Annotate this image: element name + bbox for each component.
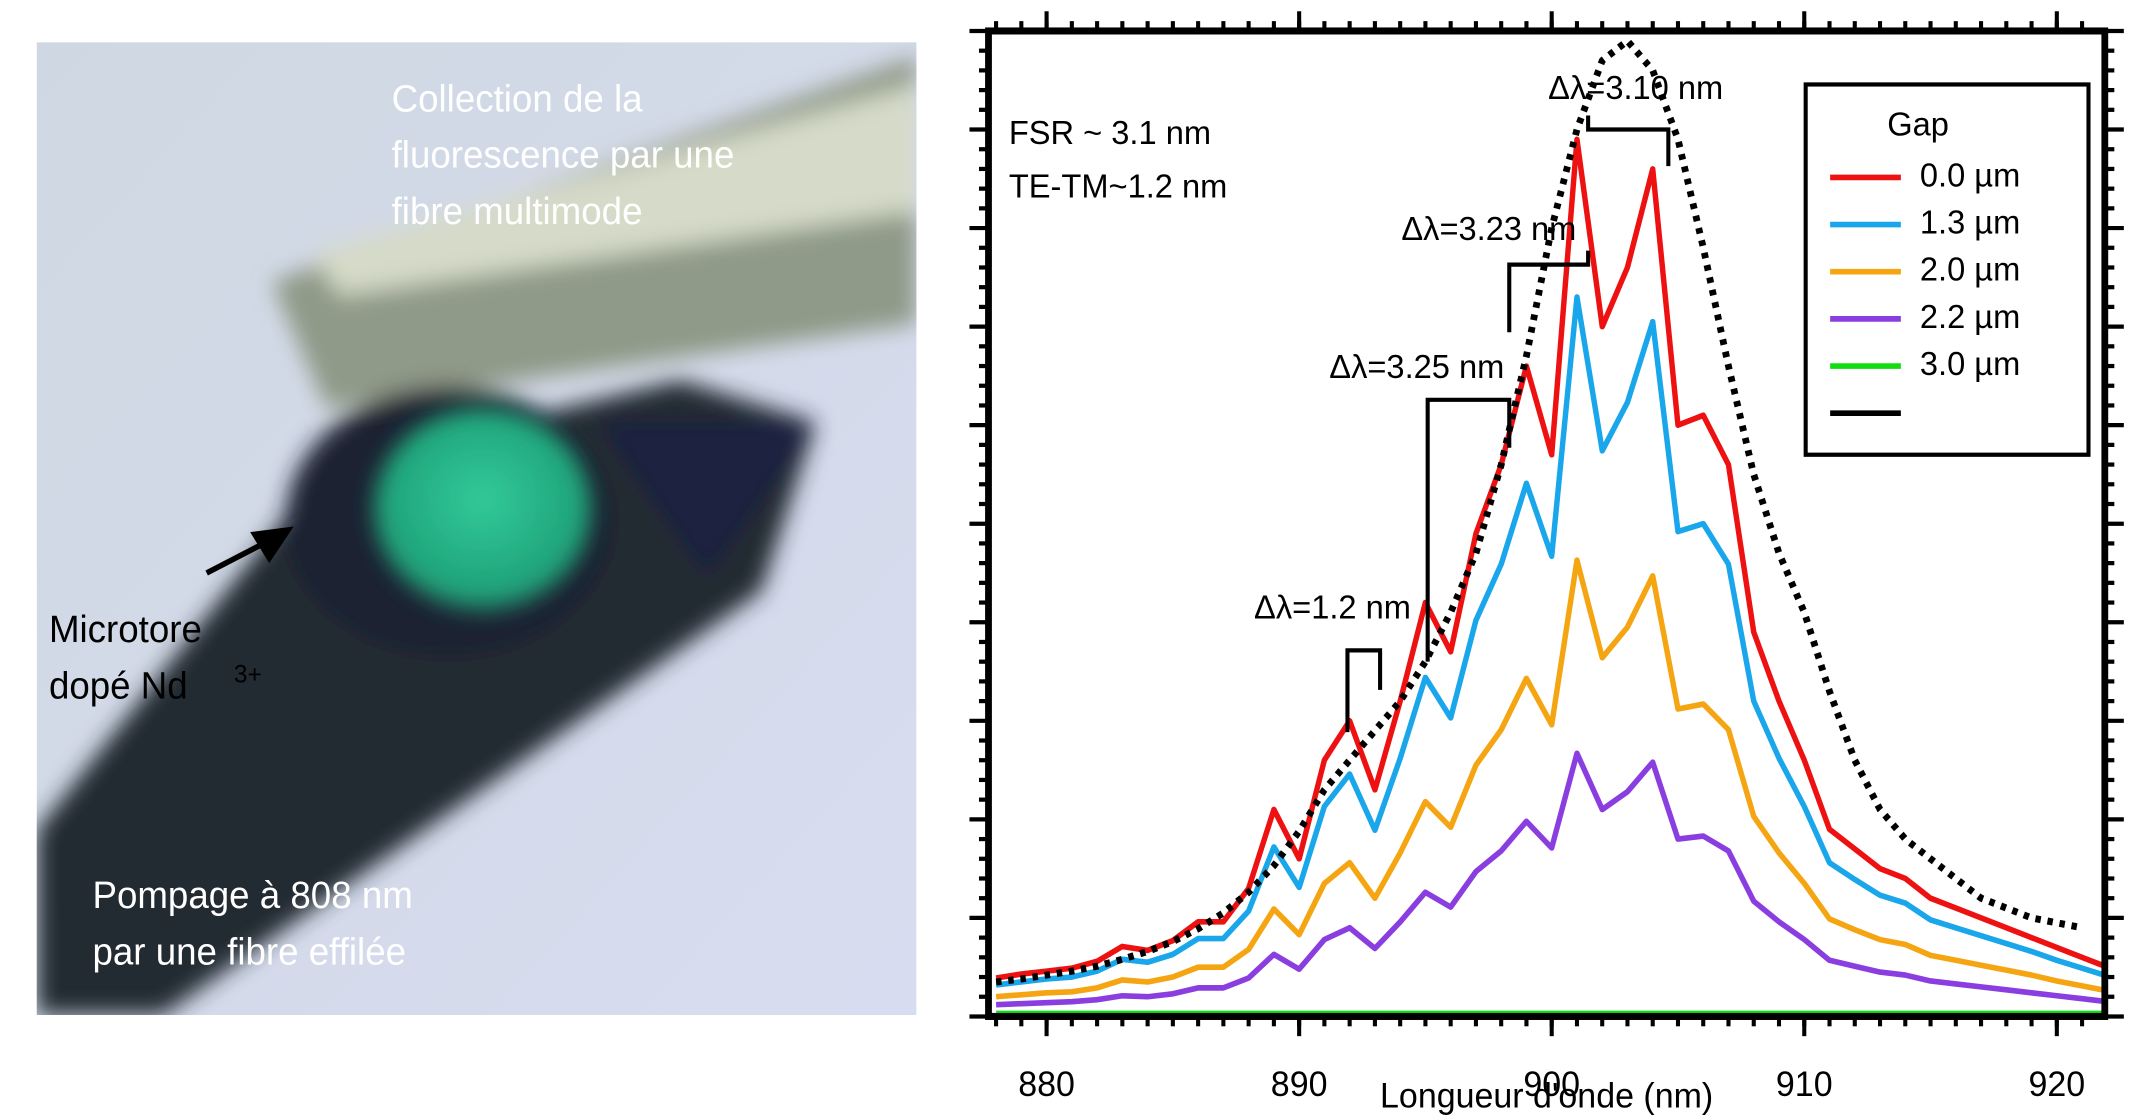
side-label: dopé Nd [49, 664, 188, 707]
annotation: Δλ=3.23 nm [1401, 210, 1576, 248]
x-axis-label: Longueur d'onde (nm) [1380, 1077, 1713, 1115]
photo-label: fluorescence par une [392, 133, 735, 176]
photo-label: Collection de la [392, 77, 643, 120]
legend-label: 0.0 µm [1920, 157, 2020, 195]
series-line [996, 750, 2108, 1008]
bracket [1345, 648, 1383, 733]
x-tick-label: 880 [1018, 1066, 1075, 1105]
photo-label: fibre multimode [392, 189, 643, 232]
legend-label: 1.3 µm [1920, 204, 2020, 242]
annotation: Δλ=3.25 nm [1329, 348, 1504, 386]
superscript: 3+ [234, 660, 262, 688]
photo-label: Pompage à 808 nm [92, 874, 412, 917]
series-line [995, 136, 2109, 981]
x-tick-label: 920 [2028, 1066, 2085, 1105]
bracket [1586, 115, 1671, 167]
annotation: TE-TM~1.2 nm [1009, 168, 1227, 206]
legend-title: Gap [1887, 106, 1949, 144]
x-tick-label: 890 [1271, 1066, 1328, 1105]
plot-frame [985, 27, 2109, 1020]
legend-label: 3.0 µm [1920, 345, 2020, 383]
annotation: FSR ~ 3.1 nm [1009, 115, 1211, 153]
annotation: Δλ=1.2 nm [1254, 589, 1411, 627]
legend-label: 2.0 µm [1920, 251, 2020, 289]
side-label: Microtore [49, 608, 202, 651]
series-line [995, 294, 2109, 988]
annotation: Δλ=3.10 nm [1548, 70, 1723, 108]
photo [36, 42, 917, 1016]
bracket [1507, 250, 1591, 333]
series-line [995, 557, 2108, 1000]
bracket [1425, 397, 1512, 662]
photo-label: par une fibre effilée [92, 930, 406, 973]
series-line [995, 37, 2083, 986]
x-tick-label: 910 [1776, 1066, 1833, 1105]
x-tick-label: 900 [1523, 1066, 1580, 1105]
legend-label: 2.2 µm [1920, 298, 2020, 336]
